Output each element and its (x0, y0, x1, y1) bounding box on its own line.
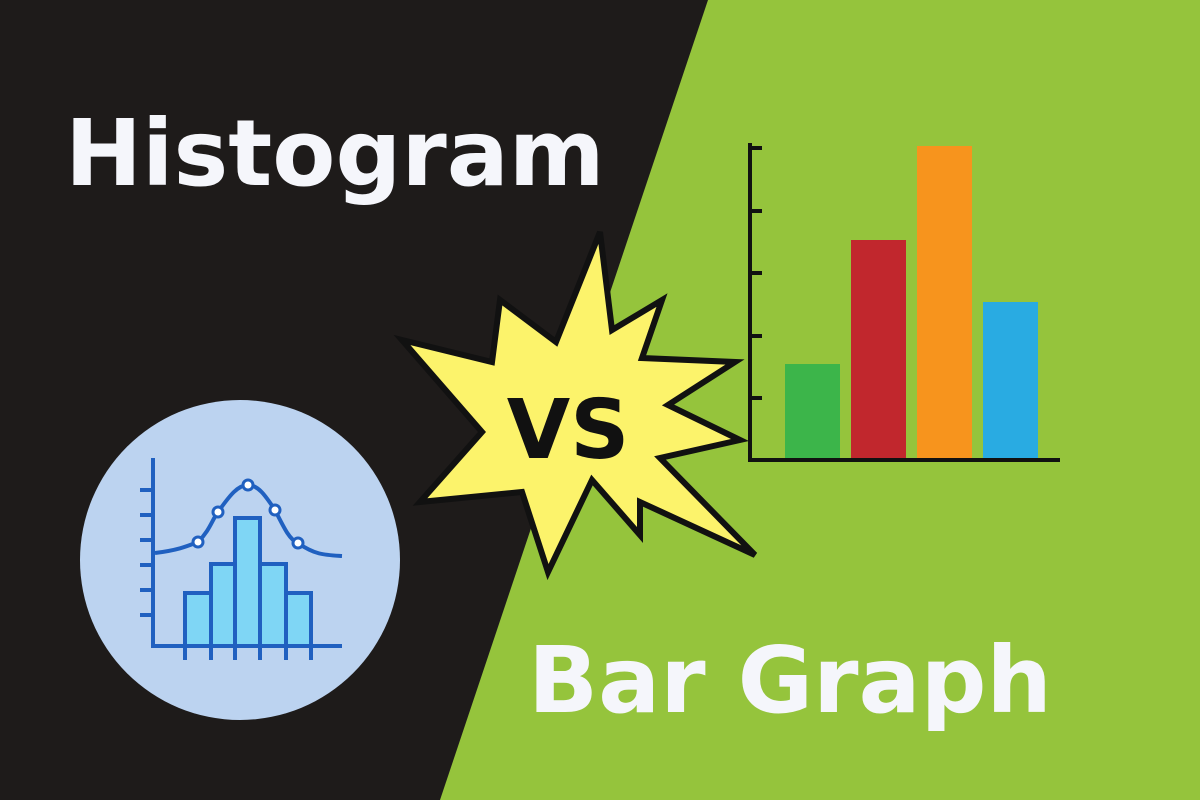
burst (393, 230, 758, 581)
icon-ticks (183, 646, 313, 660)
icon-ticks (140, 488, 153, 617)
icon-bars (183, 516, 313, 648)
icon-point (241, 478, 255, 492)
histogram-icon (80, 400, 400, 720)
icon-axes (748, 143, 1060, 462)
right-title: Bar Graph (528, 627, 1052, 734)
icon-bar (183, 591, 213, 648)
icon-bar (233, 516, 262, 648)
vs-badge: VS (393, 230, 758, 581)
icon-bar (258, 562, 288, 648)
icon-bar (209, 562, 237, 648)
icon-point (291, 536, 305, 550)
bar-graph-icon (748, 143, 1060, 462)
icon-point (211, 505, 225, 519)
icon-bar (851, 240, 906, 460)
icon-axis (151, 458, 342, 648)
icon-point (268, 503, 282, 517)
icon-points (191, 478, 305, 550)
icon-bar (983, 302, 1038, 460)
icon-bar (284, 591, 313, 648)
icon-point (191, 535, 205, 549)
icon-bar (917, 146, 972, 460)
icon-bar (785, 364, 840, 460)
vs-text: VS (507, 383, 630, 478)
left-title: Histogram (65, 100, 605, 207)
